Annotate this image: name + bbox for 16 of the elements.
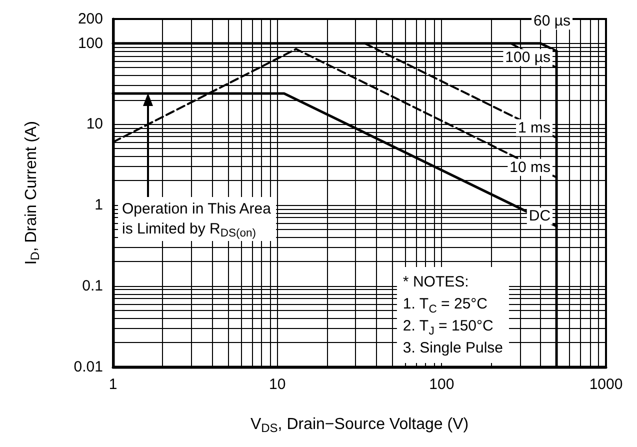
- x-tick-label: 1: [108, 376, 118, 393]
- series-label: DC: [528, 208, 551, 225]
- series-label: 100 µs: [505, 49, 551, 66]
- x-tick-label: 10: [268, 376, 286, 393]
- y-axis-title: ID, Drain Current (A): [22, 120, 42, 265]
- x-tick-label: 1000: [589, 376, 623, 393]
- y-tick-label: 1: [94, 196, 103, 214]
- series-label: 60 µs: [534, 12, 571, 30]
- y-tick-label: 200: [78, 10, 103, 28]
- series-label: 10 ms: [510, 158, 551, 176]
- x-tick-label: 100: [429, 376, 454, 393]
- y-tick-label: 10: [86, 116, 103, 133]
- series-label: 1 ms: [518, 119, 551, 136]
- y-tick-label: 0.01: [74, 358, 103, 376]
- y-tick-label: 0.1: [82, 277, 103, 294]
- y-tick-label: 100: [78, 34, 103, 52]
